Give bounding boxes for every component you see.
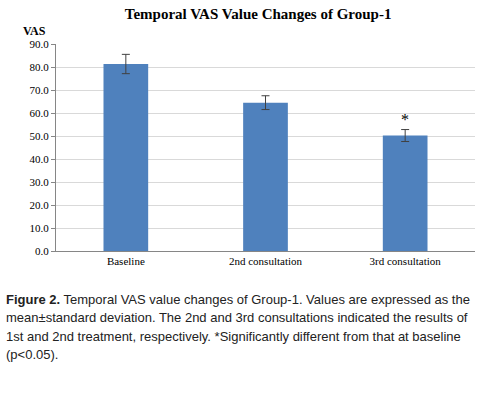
svg-text:40.0: 40.0 [30,153,50,165]
svg-text:Baseline: Baseline [107,255,145,267]
svg-text:*: * [401,111,409,128]
svg-text:2nd consultation: 2nd consultation [229,255,303,267]
svg-text:90.0: 90.0 [30,38,50,50]
svg-text:80.0: 80.0 [30,61,50,73]
svg-text:VAS: VAS [23,24,46,38]
svg-text:10.0: 10.0 [30,222,50,234]
svg-text:30.0: 30.0 [30,176,50,188]
svg-text:3rd consultation: 3rd consultation [370,255,442,267]
svg-text:70.0: 70.0 [30,84,50,96]
svg-text:50.0: 50.0 [30,130,50,142]
svg-text:Temporal VAS Value Changes of: Temporal VAS Value Changes of Group-1 [125,6,392,22]
html-text:Figure 2. Temporal VAS value c: Figure 2. Temporal VAS value changes of … [6,292,470,363]
svg-text:20.0: 20.0 [30,199,50,211]
svg-text:60.0: 60.0 [30,107,50,119]
svg-text:0.0: 0.0 [35,245,49,257]
